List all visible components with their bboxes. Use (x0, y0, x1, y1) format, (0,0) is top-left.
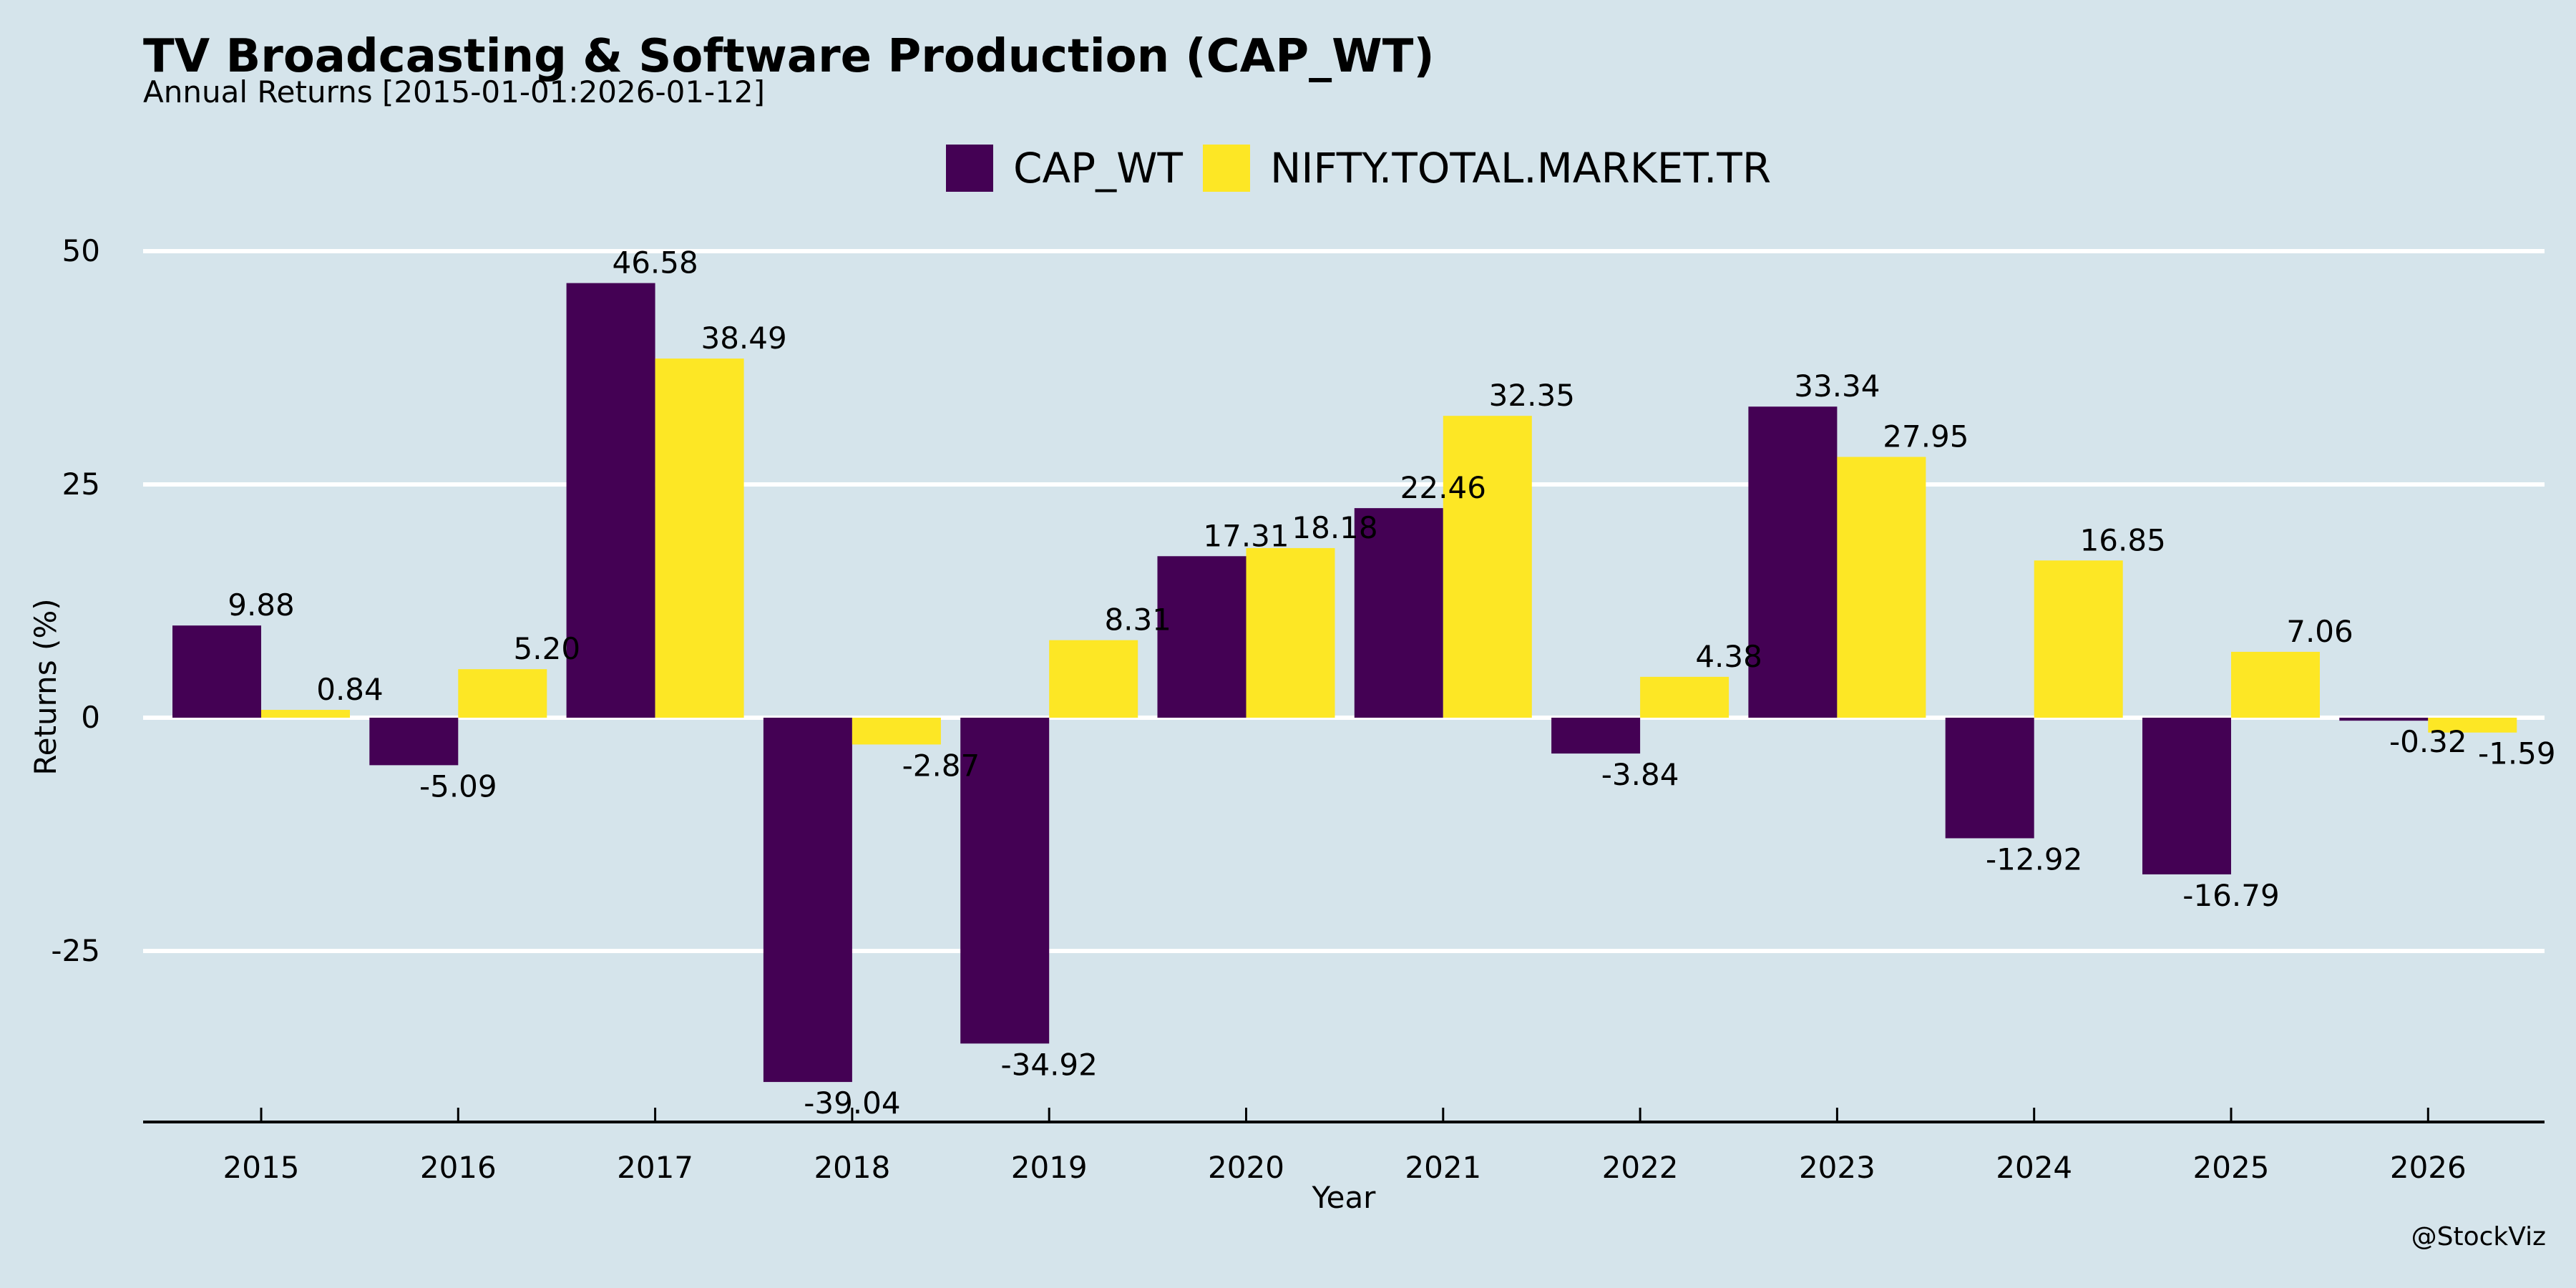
y-tick-label: 25 (62, 467, 100, 502)
bar-nifty-2026 (2428, 718, 2517, 733)
x-tick-label: 2023 (1799, 1150, 1875, 1185)
bar-cap-wt-2021 (1354, 508, 1443, 718)
data-label: 18.18 (1292, 510, 1377, 545)
watermark: @StockViz (2411, 1222, 2546, 1252)
bars (172, 283, 2517, 1083)
data-label: -5.09 (419, 769, 497, 804)
data-label: 38.49 (701, 321, 786, 356)
data-label: 9.88 (228, 587, 295, 623)
bar-cap-wt-2017 (566, 283, 655, 718)
bar-nifty-2019 (1049, 640, 1138, 718)
legend: CAP_WT NIFTY.TOTAL.MARKET.TR (946, 143, 1791, 193)
bar-cap-wt-2019 (960, 718, 1050, 1044)
legend-swatch-cap-wt (946, 145, 993, 192)
bar-cap-wt-2026 (2339, 718, 2429, 721)
bar-nifty-2025 (2231, 651, 2320, 718)
data-label: 4.38 (1695, 639, 1762, 674)
data-label: 33.34 (1794, 369, 1880, 404)
x-tick-label: 2026 (2390, 1150, 2467, 1185)
data-label: 32.35 (1489, 378, 1575, 413)
legend-label-cap-wt: CAP_WT (1013, 144, 1183, 192)
x-tick-label: 2022 (1602, 1150, 1679, 1185)
data-label: 27.95 (1883, 419, 1968, 454)
x-tick-label: 2020 (1208, 1150, 1284, 1185)
bar-nifty-2024 (2034, 560, 2123, 718)
x-tick-label: 2024 (1996, 1150, 2072, 1185)
data-label: 16.85 (2080, 522, 2166, 557)
data-label: -34.92 (1000, 1047, 1097, 1082)
bar-nifty-2016 (458, 669, 547, 718)
x-tick-label: 2017 (617, 1150, 693, 1185)
x-tick-label: 2019 (1011, 1150, 1088, 1185)
bar-nifty-2020 (1246, 547, 1335, 718)
data-label: 8.31 (1104, 602, 1171, 638)
data-label: 22.46 (1400, 470, 1486, 505)
bar-nifty-2018 (852, 718, 941, 745)
data-label: 5.20 (514, 631, 581, 666)
bar-cap-wt-2022 (1551, 718, 1641, 754)
x-tick-label: 2021 (1405, 1150, 1481, 1185)
bar-nifty-2022 (1640, 676, 1729, 718)
data-label: -3.84 (1601, 757, 1679, 792)
bar-nifty-2017 (655, 358, 744, 718)
bar-cap-wt-2018 (763, 718, 852, 1083)
bar-cap-wt-2015 (172, 625, 261, 718)
data-label: 17.31 (1203, 518, 1289, 553)
y-tick-label: -25 (51, 933, 100, 968)
x-axis-label: Year (1312, 1180, 1377, 1215)
y-tick-label: 50 (62, 233, 100, 268)
data-label: -16.79 (2182, 878, 2279, 913)
x-tick-label: 2015 (223, 1150, 300, 1185)
legend-label-nifty: NIFTY.TOTAL.MARKET.TR (1269, 144, 1772, 192)
data-label: -2.87 (902, 748, 980, 783)
legend-swatch-nifty (1202, 145, 1250, 192)
bar-cap-wt-2016 (369, 718, 459, 766)
bar-nifty-2015 (261, 710, 350, 718)
data-label: 7.06 (2286, 614, 2353, 649)
chart-title: TV Broadcasting & Software Production (C… (143, 30, 1435, 83)
bar-cap-wt-2024 (1945, 718, 2034, 839)
data-labels: 9.880.84-5.095.2046.5838.49-39.04-2.87-3… (228, 245, 2555, 1121)
axes: 2015 2016 2017 2018 2019 2020 2021 2022 2023 2024… (143, 1108, 2545, 1185)
bar-cap-wt-2020 (1157, 556, 1246, 718)
x-tick-label: 2018 (814, 1150, 890, 1185)
x-tick-label: 2016 (420, 1150, 497, 1185)
data-label: 46.58 (612, 245, 698, 280)
chart-subtitle: Annual Returns [2015-01-01:2026-01-12] (143, 74, 766, 109)
bar-nifty-2023 (1837, 457, 1926, 718)
data-label: -0.32 (2389, 724, 2467, 759)
y-axis-label: Returns (%) (28, 598, 63, 775)
data-label: -1.59 (2478, 736, 2556, 771)
x-tick-label: 2025 (2193, 1150, 2270, 1185)
data-label: 0.84 (316, 672, 384, 707)
bar-cap-wt-2023 (1748, 406, 1838, 718)
bar-cap-wt-2025 (2142, 718, 2231, 874)
bar-nifty-2021 (1443, 416, 1532, 718)
data-label: -12.92 (1986, 841, 2082, 877)
y-tick-label: 0 (81, 700, 100, 735)
